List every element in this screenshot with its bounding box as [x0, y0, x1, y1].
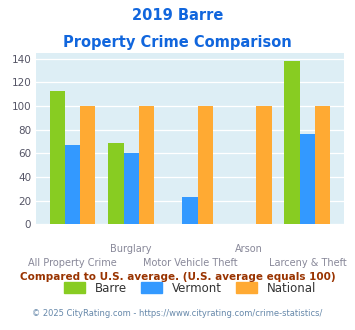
Bar	[300, 134, 315, 224]
Text: Compared to U.S. average. (U.S. average equals 100): Compared to U.S. average. (U.S. average …	[20, 272, 335, 282]
Bar	[65, 145, 80, 224]
Bar	[124, 153, 139, 224]
Bar	[139, 106, 154, 224]
Text: Burglary: Burglary	[110, 244, 152, 254]
Bar	[80, 106, 95, 224]
Bar	[198, 106, 213, 224]
Text: Arson: Arson	[235, 244, 263, 254]
Bar	[284, 61, 300, 224]
Bar	[182, 197, 198, 224]
Legend: Barre, Vermont, National: Barre, Vermont, National	[64, 282, 316, 295]
Bar	[256, 106, 272, 224]
Text: Larceny & Theft: Larceny & Theft	[268, 258, 346, 268]
Text: All Property Crime: All Property Crime	[28, 258, 117, 268]
Bar	[315, 106, 330, 224]
Text: © 2025 CityRating.com - https://www.cityrating.com/crime-statistics/: © 2025 CityRating.com - https://www.city…	[32, 309, 323, 317]
Bar	[50, 91, 65, 224]
Text: 2019 Barre: 2019 Barre	[132, 8, 223, 23]
Text: Motor Vehicle Theft: Motor Vehicle Theft	[143, 258, 237, 268]
Bar	[108, 143, 124, 224]
Text: Property Crime Comparison: Property Crime Comparison	[63, 35, 292, 50]
